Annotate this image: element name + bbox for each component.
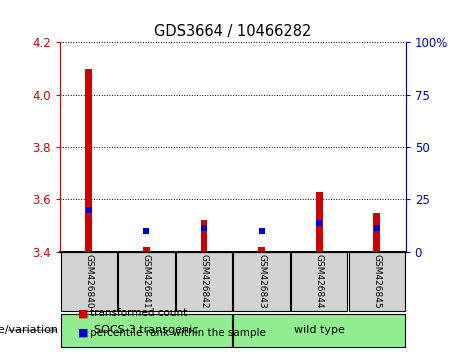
Text: GSM426843: GSM426843 (257, 254, 266, 309)
Bar (85, 69, 92, 252)
Title: GDS3664 / 10466282: GDS3664 / 10466282 (154, 23, 312, 39)
Bar (258, 246, 265, 252)
Bar (201, 221, 207, 252)
Bar (60, 314, 232, 347)
Text: GSM426841: GSM426841 (142, 254, 151, 309)
Bar (316, 192, 323, 252)
Text: genotype/variation: genotype/variation (0, 325, 59, 335)
Text: wild type: wild type (294, 325, 345, 335)
Bar (233, 314, 405, 347)
Bar (60, 252, 117, 311)
Text: GSM426842: GSM426842 (200, 254, 208, 309)
Bar (201, 225, 207, 231)
Bar (176, 252, 232, 311)
Text: GSM426845: GSM426845 (372, 254, 381, 309)
Bar (373, 212, 380, 252)
Bar (233, 252, 290, 311)
Bar (316, 220, 322, 226)
Text: SOCS-3 transgenic: SOCS-3 transgenic (94, 325, 199, 335)
Text: GSM426840: GSM426840 (84, 254, 93, 309)
Bar (143, 228, 149, 234)
Text: percentile rank within the sample: percentile rank within the sample (90, 328, 266, 338)
Bar (143, 246, 150, 252)
Text: ■: ■ (78, 328, 89, 338)
Bar (118, 252, 175, 311)
Text: transformed count: transformed count (90, 308, 187, 318)
Bar (374, 225, 380, 231)
Bar (291, 252, 348, 311)
Text: GSM426844: GSM426844 (315, 254, 324, 309)
Bar (86, 207, 92, 213)
Text: ■: ■ (78, 308, 89, 318)
Bar (349, 252, 405, 311)
Bar (259, 228, 265, 234)
